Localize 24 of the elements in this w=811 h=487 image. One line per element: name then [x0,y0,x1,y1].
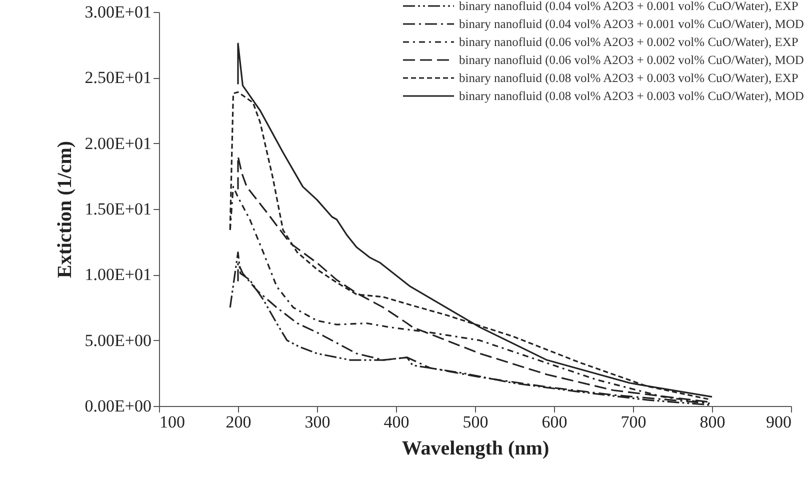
legend-label: binary nanofluid (0.04 vol% A2O3 + 0.001 vol% CuO/Water), MOD [459,17,804,31]
x-tick-label: 100 [160,412,185,432]
y-tick-label: 1.00E+01 [84,265,152,284]
x-tick-label: 500 [462,412,488,432]
y-tick-label: 1.50E+01 [84,200,152,218]
x-tick-label: 800 [700,412,726,432]
legend-label: binary nanofluid (0.08 vol% A2O3 + 0.003 vol% CuO/Water), EXP [459,71,798,85]
y-axis-title: Extiction (1/cm) [54,140,76,278]
x-tick-label: 900 [766,412,792,432]
y-tick-label: 3.00E+01 [84,2,152,22]
legend-label: binary nanofluid (0.08 vol% A2O3 + 0.003 vol% CuO/Water), MOD [459,89,804,103]
x-tick-label: 600 [542,412,568,432]
y-tick-label: 2.00E+01 [84,134,152,153]
legend-label: binary nanofluid (0.06 vol% A2O3 + 0.002 vol% CuO/Water), MOD [459,53,804,67]
x-tick-label: 700 [620,412,646,432]
legend-label: binary nanofluid (0.04 vol% A2O3 + 0.001 vol% CuO/Water), EXP [459,0,798,13]
y-tick-label: 5.00E+00 [84,330,152,350]
y-tick-label: 0.00E+00 [84,396,152,416]
legend-label: binary nanofluid (0.06 vol% A2O3 + 0.002 vol% CuO/Water), EXP [459,35,798,49]
x-axis-title: Wavelength (nm) [402,438,550,460]
y-tick-label: 2.50E+01 [84,68,152,88]
x-tick-label: 200 [226,412,252,432]
x-tick-label: 300 [304,412,330,432]
x-tick-label: 400 [384,412,410,432]
